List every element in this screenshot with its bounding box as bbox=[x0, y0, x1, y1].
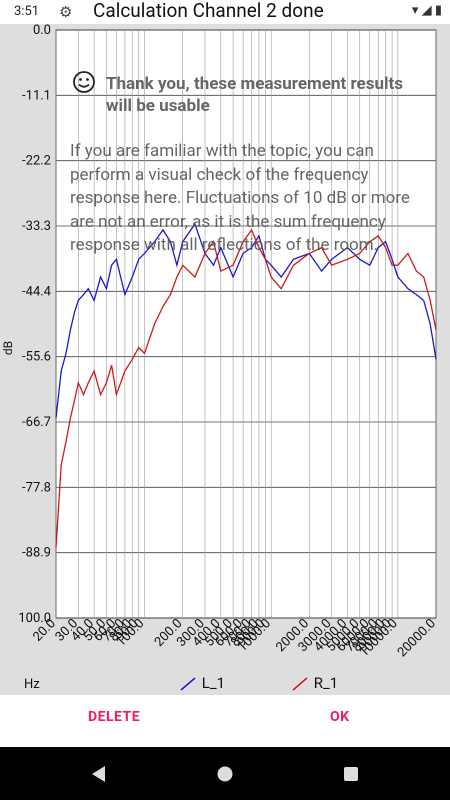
recents-icon[interactable] bbox=[342, 765, 360, 783]
ok-button[interactable]: OK bbox=[330, 709, 350, 725]
navigation-bar bbox=[0, 747, 450, 800]
back-icon[interactable] bbox=[90, 765, 108, 783]
y-tick-label: -66.7 bbox=[22, 415, 51, 430]
y-tick-label: -22.2 bbox=[22, 154, 51, 169]
chart-series bbox=[55, 222, 437, 548]
status-icons: ▾ ◢ ▮ bbox=[412, 3, 442, 18]
frequency-response-chart: 0.0 -11.1 -22.2 -33.3 -44.4 -55.6 -66.7 -77.8 -8… bbox=[1, 23, 439, 660]
y-tick-label: -77.8 bbox=[22, 480, 51, 495]
y-tick-label: 0.0 bbox=[33, 23, 51, 38]
series-line-l_1 bbox=[55, 222, 437, 419]
dialog-button-bar: DELETE OK bbox=[0, 695, 450, 747]
x-tick-label: 20000.0 bbox=[395, 616, 439, 660]
y-tick-label: -33.3 bbox=[22, 219, 51, 234]
legend-label-l1: L_1 bbox=[201, 674, 226, 692]
gear-icon: ⚙ bbox=[59, 3, 73, 21]
series-line-r_1 bbox=[55, 228, 437, 548]
x-axis-unit-label: Hz bbox=[24, 677, 40, 692]
legend-label-r1: R_1 bbox=[313, 674, 339, 692]
legend-swatch-r1 bbox=[292, 677, 308, 691]
battery-icon: ▮ bbox=[434, 3, 442, 18]
page-title: Calculation Channel 2 done bbox=[93, 0, 324, 22]
home-icon[interactable] bbox=[216, 765, 234, 783]
chart-grid bbox=[55, 29, 437, 619]
wifi-icon: ▾ bbox=[411, 3, 419, 18]
y-axis-ticks: 0.0 -11.1 -22.2 -33.3 -44.4 -55.6 -66.7 -77.8 -8… bbox=[18, 23, 51, 626]
y-tick-label: -11.1 bbox=[22, 88, 51, 103]
dialog-body: If you are familiar with the topic, you … bbox=[70, 141, 410, 255]
y-tick-label: -88.9 bbox=[22, 546, 51, 561]
status-bar: 3:51 ⚙ ▾ ◢ ▮ bbox=[0, 0, 450, 24]
status-time: 3:51 bbox=[14, 4, 40, 19]
legend-item-r1: R_1 bbox=[292, 674, 338, 692]
y-tick-label: -44.4 bbox=[22, 284, 52, 299]
dialog-heading: Thank you, these measurement results wil… bbox=[106, 74, 403, 116]
delete-button[interactable]: DELETE bbox=[88, 709, 141, 725]
smile-icon bbox=[73, 71, 95, 93]
y-axis-label: dB bbox=[1, 341, 15, 355]
plot-area bbox=[55, 29, 437, 619]
cell-icon: ◢ bbox=[421, 3, 432, 18]
legend-item-l1: L_1 bbox=[180, 674, 225, 692]
legend-swatch-l1 bbox=[180, 677, 196, 691]
y-tick-label: 100.0 bbox=[18, 611, 51, 626]
y-tick-label: -55.6 bbox=[22, 350, 51, 365]
